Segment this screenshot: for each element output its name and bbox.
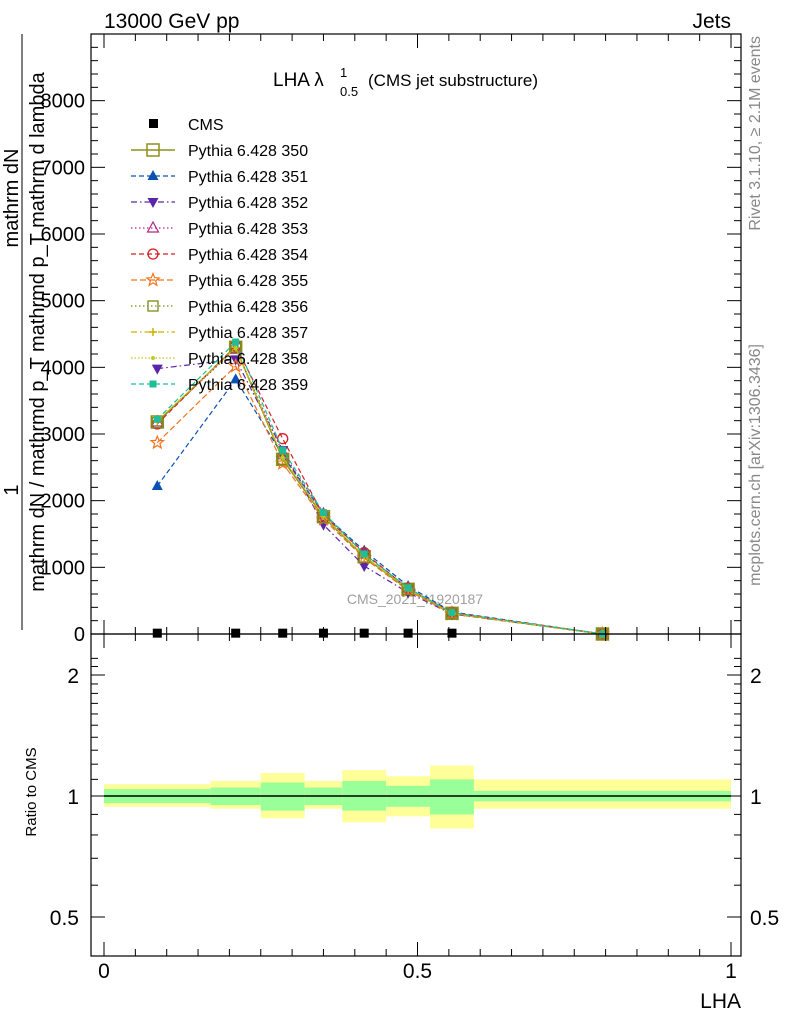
rivet-label: Rivet 3.1.10, ≥ 2.1M events <box>747 36 764 231</box>
cms-point <box>359 628 369 638</box>
main-ytick-label: 8000 <box>41 91 86 113</box>
ratio-ytick-label: 2 <box>67 665 79 688</box>
series-point-2 <box>317 520 329 531</box>
series-point-2 <box>358 562 370 572</box>
title-sub: 0.5 <box>340 84 358 99</box>
title-sup: 1 <box>340 65 347 80</box>
legend: CMS Pythia 6.428 350 Pythia 6.428 351 Pythi… <box>131 117 308 394</box>
ratio-panel: 0.5 0.5 1 1 2 2 0 0.5 1 <box>50 633 779 983</box>
series-point-2 <box>151 364 163 375</box>
legend-marker-8 <box>151 356 155 360</box>
main-ytick-label: 4000 <box>41 357 86 379</box>
cms-point <box>152 628 162 638</box>
main-ytick-label: 6000 <box>41 224 86 246</box>
ratio-ytick-label: 0.5 <box>50 907 79 930</box>
ratio-ytick-label-right: 1 <box>750 786 762 809</box>
ratio-ytick-label-right: 0.5 <box>750 907 779 930</box>
series-line-5 <box>156 364 603 635</box>
main-ytick-label: 2000 <box>41 491 86 513</box>
ylabel-bottom: mathrm dN / mathrmd p_T mathrmd p_T math… <box>27 71 49 591</box>
series-point-9 <box>232 338 240 346</box>
series-point-5 <box>149 434 166 450</box>
series-point-9 <box>404 584 412 592</box>
ratio-bands <box>104 765 731 829</box>
legend-marker-6 <box>147 300 159 312</box>
xtick-label: 1 <box>725 960 737 983</box>
series-point-9 <box>448 609 456 617</box>
legend-marker-2 <box>147 198 159 208</box>
series-point-4 <box>277 433 289 445</box>
title-note: (CMS jet substructure) <box>368 71 538 90</box>
header-energy-label: 13000 GeV pp <box>104 10 239 33</box>
legend-marker-5 <box>145 271 161 287</box>
series-point-9 <box>279 446 287 454</box>
main-ytick-label: 0 <box>74 624 85 646</box>
legend-marker-3 <box>146 220 160 233</box>
series-point-6 <box>402 583 414 595</box>
series-point-6 <box>446 607 458 619</box>
xtick-label: 0.5 <box>403 960 432 983</box>
series-point-5 <box>227 357 244 373</box>
legend-label-3: Pythia 6.428 353 <box>188 221 308 238</box>
legend-cms-marker <box>149 119 158 128</box>
legend-marker-7 <box>149 328 157 336</box>
ylabel-top: 1 <box>1 484 23 495</box>
series-point-9 <box>319 509 327 517</box>
legend-label-4: Pythia 6.428 354 <box>188 247 308 264</box>
main-ytick-label: 1000 <box>41 557 86 579</box>
ratio-ytick-label: 1 <box>67 786 79 809</box>
legend-marker-4 <box>147 248 159 260</box>
ratio-ytick-label-right: 2 <box>750 665 762 688</box>
cms-point <box>447 628 457 638</box>
watermark-label: CMS_2021_I1920187 <box>347 591 483 607</box>
plot-title: LHA λ 1 0.5 (CMS jet substructure) <box>273 61 538 101</box>
title-main: LHA λ <box>273 70 324 91</box>
series-line-1 <box>156 378 603 635</box>
header-jets-label: Jets <box>692 10 731 33</box>
main-ytick-label: 7000 <box>41 157 86 179</box>
series-line-9 <box>156 340 603 635</box>
legend-label-2: Pythia 6.428 352 <box>188 195 308 212</box>
series-line-8 <box>156 346 603 635</box>
ylabel-mid: mathrm dN <box>1 149 23 248</box>
legend-marker-0 <box>146 143 160 157</box>
ratio-ylabel: Ratio to CMS <box>23 747 40 836</box>
series-point-8 <box>233 346 238 350</box>
legend-label-0: Pythia 6.428 350 <box>188 143 308 160</box>
series-point-1 <box>230 373 242 384</box>
series-point-9 <box>360 550 368 558</box>
cms-point <box>403 628 413 638</box>
legend-label-6: Pythia 6.428 356 <box>188 299 308 316</box>
legend-label-8: Pythia 6.428 358 <box>188 351 308 368</box>
main-ytick-label: 3000 <box>41 424 86 446</box>
legend-marker-9 <box>149 380 157 388</box>
legend-label-1: Pythia 6.428 351 <box>188 169 308 186</box>
cms-point <box>278 628 288 638</box>
series-point-8 <box>280 455 285 460</box>
legend-marker-1 <box>147 170 159 180</box>
legend-label-7: Pythia 6.428 357 <box>188 325 308 342</box>
xtick-label: 0 <box>98 960 110 983</box>
series-line-2 <box>157 358 603 635</box>
cms-point <box>231 628 241 638</box>
ratio-frame <box>90 633 742 957</box>
legend-label-9: Pythia 6.428 359 <box>188 377 308 394</box>
main-ytick-label: 5000 <box>41 291 86 313</box>
ratio-inner-band <box>430 779 474 815</box>
series-point-9 <box>153 415 161 423</box>
legend-cms-label: CMS <box>188 117 224 134</box>
legend-label-5: Pythia 6.428 355 <box>188 273 308 290</box>
mcplots-label: mcplots.cern.ch [arXiv:1306.3436] <box>747 344 764 586</box>
xlabel: LHA <box>700 990 741 1013</box>
series-point-1 <box>151 480 163 490</box>
